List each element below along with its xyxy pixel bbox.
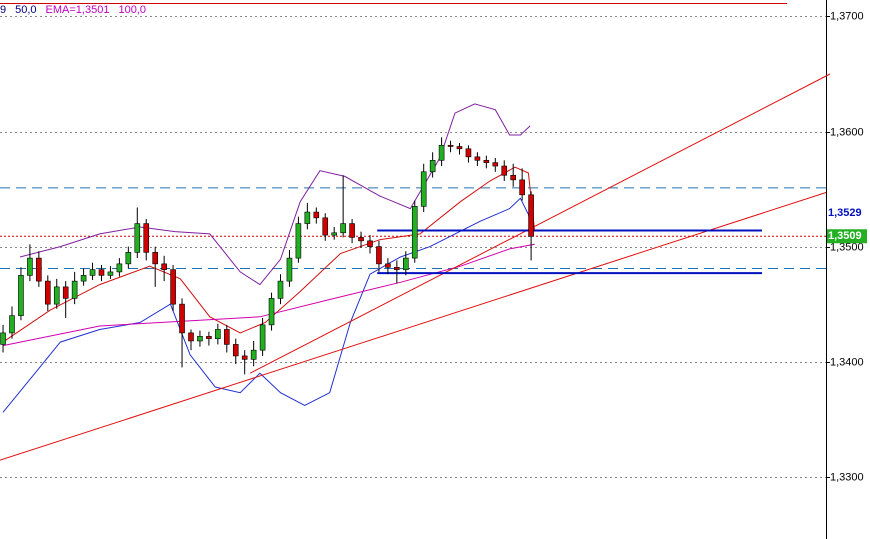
candle-body	[62, 286, 69, 299]
candle-body	[465, 148, 472, 158]
candle-body	[411, 206, 418, 259]
candle-body	[385, 263, 391, 268]
candle-body	[152, 252, 158, 265]
candle-body	[9, 315, 15, 334]
overlay-line	[19, 103, 531, 286]
candle-body	[241, 355, 248, 360]
y-tick-label: 1,3700	[830, 10, 864, 22]
candle-body	[223, 329, 230, 345]
candle-body	[268, 298, 275, 326]
candle-body	[170, 269, 176, 305]
y-tick-label: 1,3500	[830, 241, 864, 253]
overlay-line	[249, 73, 831, 374]
candle-body	[304, 211, 311, 224]
candle-body	[519, 179, 525, 196]
candle-body	[429, 159, 436, 173]
candle-body	[420, 171, 427, 207]
candle-body	[134, 223, 141, 253]
candle-body	[447, 145, 454, 147]
candle-body	[349, 223, 355, 238]
candle-body	[89, 269, 96, 276]
candle-body	[27, 257, 33, 276]
candle-body	[98, 269, 105, 276]
price-label-box	[827, 229, 867, 244]
y-tick-label: 1,3300	[830, 471, 864, 483]
candle-body	[215, 329, 221, 339]
candle-body	[116, 263, 123, 273]
candle-body	[188, 332, 194, 342]
candle-body	[277, 280, 284, 299]
overlay-line	[2, 197, 534, 413]
candle-body	[492, 162, 499, 167]
candle-body	[179, 303, 185, 334]
candle-body	[295, 223, 302, 259]
overlay-line	[2, 166, 536, 343]
candle-body	[259, 324, 266, 351]
overlay-line	[0, 192, 827, 461]
candle-body	[107, 271, 114, 276]
legend-text: 100,0	[118, 4, 146, 16]
candle-body	[376, 246, 382, 265]
legend-text: 50,0	[15, 4, 36, 16]
candle-body	[53, 286, 60, 305]
candle-body	[367, 240, 373, 247]
price-label: 1,3529	[828, 207, 862, 219]
candle-body	[394, 267, 400, 270]
y-tick-label: 1,3600	[830, 126, 864, 138]
legend-text: 9	[0, 4, 6, 16]
candle-body	[161, 263, 167, 270]
legend-text: EMA=1,3501	[46, 4, 110, 16]
candle-body	[44, 280, 51, 305]
candle-body	[438, 145, 445, 161]
candle-body	[340, 223, 346, 234]
candle-body	[71, 280, 78, 299]
candle-body	[474, 156, 481, 161]
candle-body	[36, 257, 42, 282]
candle-body	[18, 275, 24, 316]
candle-body	[0, 332, 6, 345]
candle-body	[510, 174, 516, 181]
candle-body	[501, 165, 508, 176]
candle-body	[313, 211, 320, 219]
candle-body	[322, 217, 329, 236]
candle-body	[232, 344, 239, 357]
candle-body	[250, 349, 257, 360]
candle-body	[80, 275, 87, 282]
y-tick-label: 1,3400	[830, 356, 864, 368]
candle-body	[456, 146, 463, 150]
candle-body	[331, 232, 337, 236]
candle-body	[206, 336, 212, 339]
candle-body	[125, 252, 132, 265]
candle-body	[358, 237, 364, 242]
candle-body	[402, 257, 409, 270]
candle-body	[143, 223, 150, 253]
candle-body	[197, 336, 203, 342]
candle-body	[483, 159, 490, 163]
price-label: 1,3509	[828, 230, 862, 242]
candle-body	[528, 194, 534, 237]
candle-body	[286, 257, 293, 282]
overlay-line	[2, 243, 535, 347]
